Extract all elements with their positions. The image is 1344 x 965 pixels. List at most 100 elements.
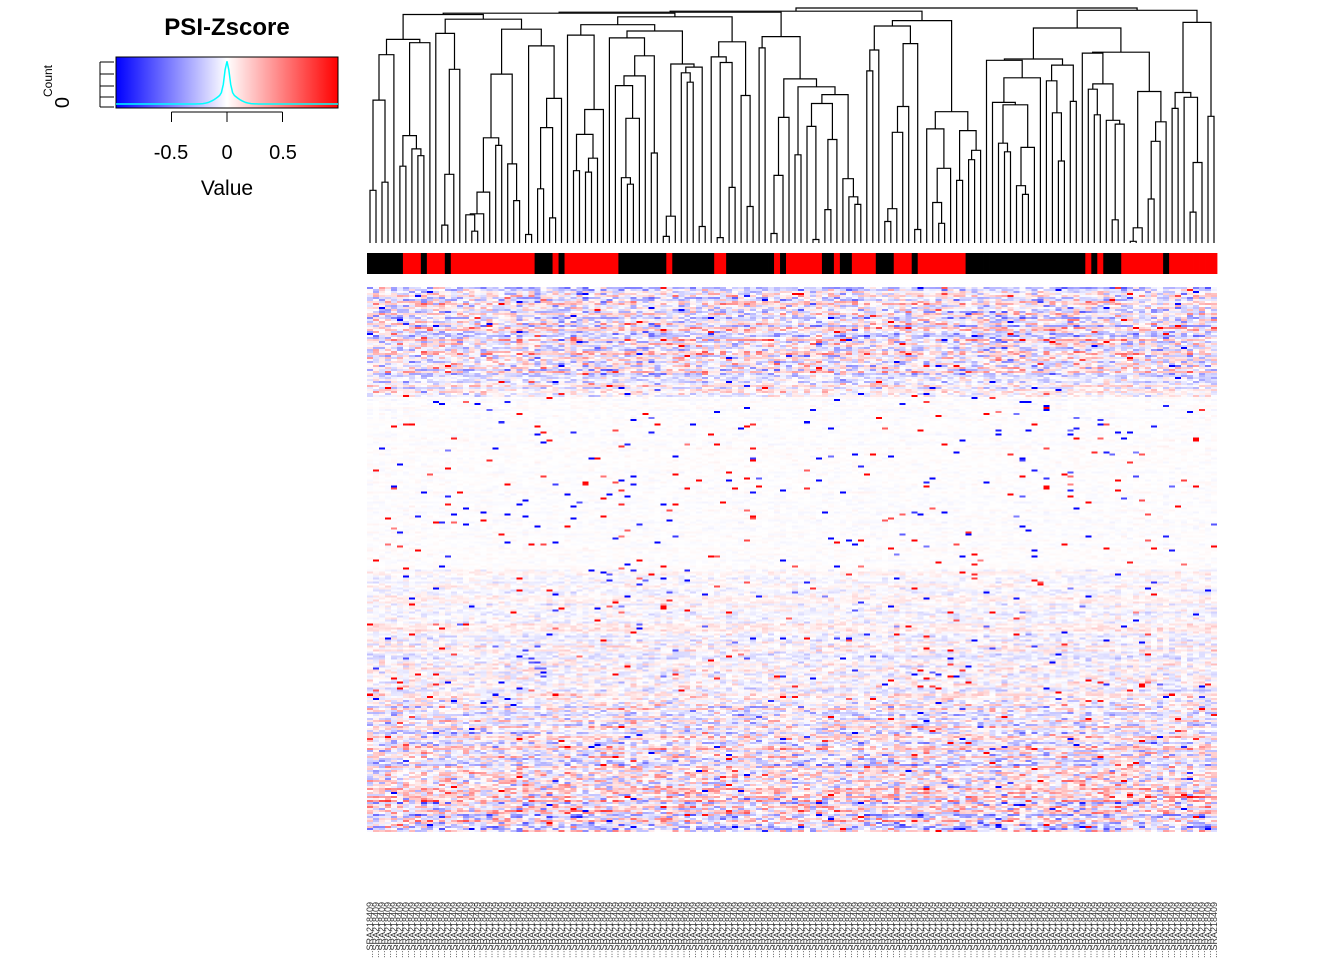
column-label: ...SRA218409 <box>551 902 561 958</box>
side-color-cell <box>420 253 428 274</box>
dendrogram-branch <box>783 78 818 118</box>
side-color-cell <box>690 253 697 274</box>
dendrogram-branch <box>991 101 1016 243</box>
column-label: ...SRA218409 <box>1143 902 1153 958</box>
side-color-cell <box>678 253 685 274</box>
column-label: ...SRA218409 <box>1059 902 1069 958</box>
dendrogram-branch <box>385 38 421 55</box>
side-color-cell <box>786 253 793 274</box>
column-label: ...SRA218409 <box>539 902 549 958</box>
column-label: ...SRA218409 <box>419 902 429 958</box>
dendrogram-branch <box>934 111 969 131</box>
dendrogram-branch <box>777 116 790 243</box>
column-label: ...SRA218409 <box>670 902 680 958</box>
dendrogram-branch <box>971 149 982 243</box>
dendrogram-branch <box>810 102 833 140</box>
side-color-cell <box>929 253 937 274</box>
side-color-cell <box>1001 253 1008 274</box>
column-label: ...SRA218409 <box>449 902 459 958</box>
side-color-cell <box>965 253 972 274</box>
side-color-cell <box>1073 253 1080 274</box>
column-dendrogram <box>369 7 1215 243</box>
dendrogram-branch <box>728 186 736 243</box>
column-label: ...SRA218409 <box>587 902 597 958</box>
dendrogram-branch <box>626 183 634 243</box>
column-label: ...SRA218409 <box>437 902 447 958</box>
dendrogram-branch <box>378 54 395 243</box>
side-color-cell <box>774 253 781 274</box>
side-color-cell <box>1121 253 1128 274</box>
column-label: ...SRA218409 <box>676 902 686 958</box>
side-color-cell <box>797 253 805 274</box>
dendrogram-branch <box>670 63 695 217</box>
column-label: ...SRA218409 <box>1125 902 1135 958</box>
dendrogram-branch <box>369 189 377 243</box>
column-label: ...SRA218409 <box>1012 902 1022 958</box>
column-label: ...SRA218409 <box>1041 902 1051 958</box>
side-color-cell <box>1025 253 1032 274</box>
side-color-cell <box>738 253 745 274</box>
side-color-cell <box>899 253 907 274</box>
dendrogram-branch <box>634 55 655 153</box>
column-label: ...SRA218409 <box>616 902 626 958</box>
side-color-cell <box>1103 253 1110 274</box>
column-label: ...SRA218409 <box>1089 902 1099 958</box>
side-color-cell <box>396 253 404 274</box>
side-color-cell <box>780 253 787 274</box>
dendrogram-branch <box>471 230 479 243</box>
side-color-cell <box>660 253 667 274</box>
side-color-cell <box>498 253 506 274</box>
side-color-cell <box>480 253 488 274</box>
color-key-xtick: 0 <box>221 142 233 164</box>
column-label: ...SRA218409 <box>461 902 471 958</box>
column-label: ...SRA218409 <box>610 902 620 958</box>
side-color-cell <box>516 253 524 274</box>
side-color-cell <box>630 253 637 274</box>
column-label: ...SRA218409 <box>1203 902 1213 958</box>
dendrogram-branch <box>441 224 449 243</box>
dendrogram-branch <box>1015 185 1027 243</box>
side-color-cell <box>546 253 553 274</box>
dendrogram-branch <box>968 159 976 243</box>
column-label: ...SRA218409 <box>784 902 794 958</box>
side-color-cell <box>869 253 877 274</box>
side-color-cell <box>827 253 835 274</box>
side-color-cell <box>756 253 763 274</box>
side-color-cell <box>1109 253 1116 274</box>
column-label: ...SRA218409 <box>1191 902 1201 958</box>
column-label: ...SRA218409 <box>892 902 902 958</box>
column-label: ...SRA218409 <box>581 902 591 958</box>
side-color-cell <box>839 253 847 274</box>
side-color-cell <box>558 253 565 274</box>
dendrogram-branch <box>537 188 545 243</box>
dendrogram-branch <box>566 34 595 243</box>
column-label: ...SRA218409 <box>832 902 842 958</box>
dendrogram-branch <box>1150 140 1161 243</box>
side-color-cell <box>857 253 865 274</box>
dendrogram-branch <box>528 45 555 235</box>
dendrogram-branch <box>1093 114 1101 243</box>
heatmap-body <box>367 287 1217 832</box>
column-label: ...SRA218409 <box>503 902 513 958</box>
dendrogram-branch <box>718 41 747 96</box>
side-color-cell <box>815 253 823 274</box>
side-color-cell <box>1085 253 1092 274</box>
side-color-cell <box>384 253 392 274</box>
side-color-cell <box>636 253 643 274</box>
dendrogram-branch <box>891 20 953 112</box>
dendrogram-branch <box>685 66 703 227</box>
dendrogram-branch <box>1003 77 1041 243</box>
column-label: ...SRA218409 <box>1077 902 1087 958</box>
side-color-cell <box>414 253 422 274</box>
dendrogram-branch <box>1207 115 1215 243</box>
column-label: ...SRA218409 <box>604 902 614 958</box>
side-color-cell <box>1193 253 1200 274</box>
dendrogram-branch <box>575 133 594 171</box>
dendrogram-branch <box>887 208 898 243</box>
side-color-cell <box>1037 253 1044 274</box>
side-color-cell <box>1151 253 1158 274</box>
column-label: ...SRA218409 <box>988 902 998 958</box>
column-label: ...SRA218409 <box>766 902 776 958</box>
dendrogram-branch <box>623 75 646 243</box>
